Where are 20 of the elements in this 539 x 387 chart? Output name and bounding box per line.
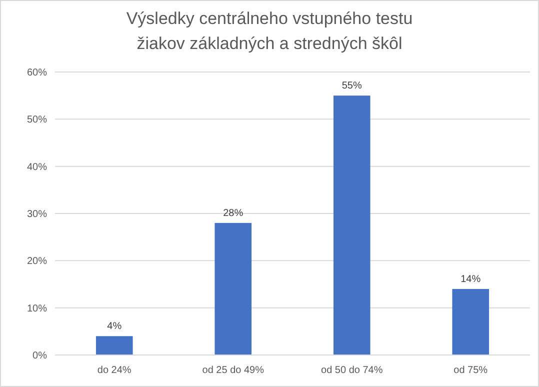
- chart-title: Výsledky centrálneho vstupného testu žiakov základných a stredných škôl: [126, 9, 413, 53]
- y-tick-label: 40%: [26, 162, 48, 173]
- y-tick-label: 10%: [26, 303, 48, 314]
- x-tick-label: do 24%: [97, 365, 132, 376]
- bar: [214, 222, 252, 355]
- x-tick-label: od 50 do 74%: [321, 365, 383, 376]
- data-label: 28%: [223, 208, 244, 219]
- y-tick-label: 0%: [32, 350, 48, 362]
- y-tick-label: 60%: [26, 68, 48, 78]
- bar: [333, 96, 370, 355]
- bar: [96, 336, 133, 355]
- data-label: 14%: [460, 274, 481, 285]
- x-tick-label: od 75%: [454, 365, 488, 376]
- data-label: 55%: [342, 80, 362, 92]
- data-label: 4%: [107, 321, 122, 332]
- bar: [452, 288, 490, 355]
- x-tick-label: od 25 do 49%: [202, 365, 264, 376]
- y-tick-label: 30%: [26, 209, 48, 220]
- y-tick-label: 50%: [26, 114, 48, 126]
- y-tick-label: 20%: [26, 256, 48, 268]
